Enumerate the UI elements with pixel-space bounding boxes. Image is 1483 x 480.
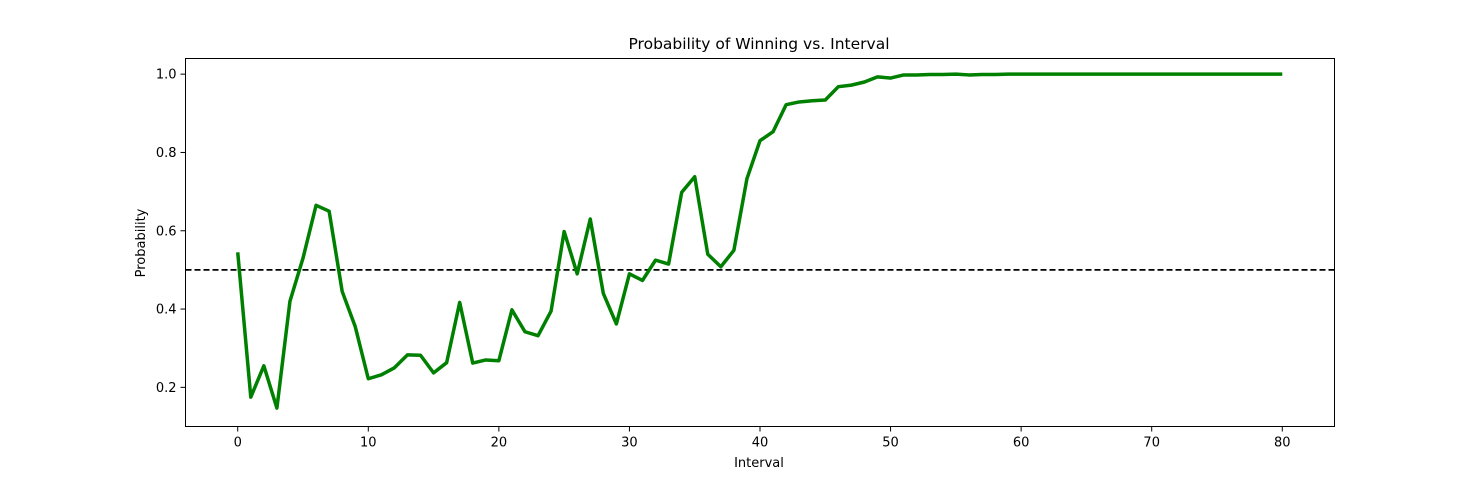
x-tick-label: 50 [882, 436, 899, 451]
y-tick-label: 0.8 [156, 146, 177, 161]
x-axis-title: Interval [734, 456, 784, 471]
plot-frame [185, 58, 1335, 427]
chart-title: Probability of Winning vs. Interval [628, 35, 889, 53]
y-tick-label: 1.0 [156, 68, 177, 83]
y-tick-label: 0.4 [156, 303, 177, 318]
y-tick-label: 0.2 [156, 381, 177, 396]
y-axis-title: Probability [134, 208, 149, 277]
x-tick-label: 80 [1274, 436, 1291, 451]
series-line [235, 72, 1283, 410]
x-tick-label: 0 [234, 436, 242, 451]
x-tick-label: 40 [752, 436, 769, 451]
x-tick-label: 20 [491, 436, 508, 451]
x-tick-label: 30 [621, 436, 638, 451]
x-tick-label: 60 [1013, 436, 1030, 451]
y-tick-label: 0.6 [156, 224, 177, 239]
x-tick-label: 10 [360, 436, 377, 451]
x-tick-label: 70 [1143, 436, 1160, 451]
